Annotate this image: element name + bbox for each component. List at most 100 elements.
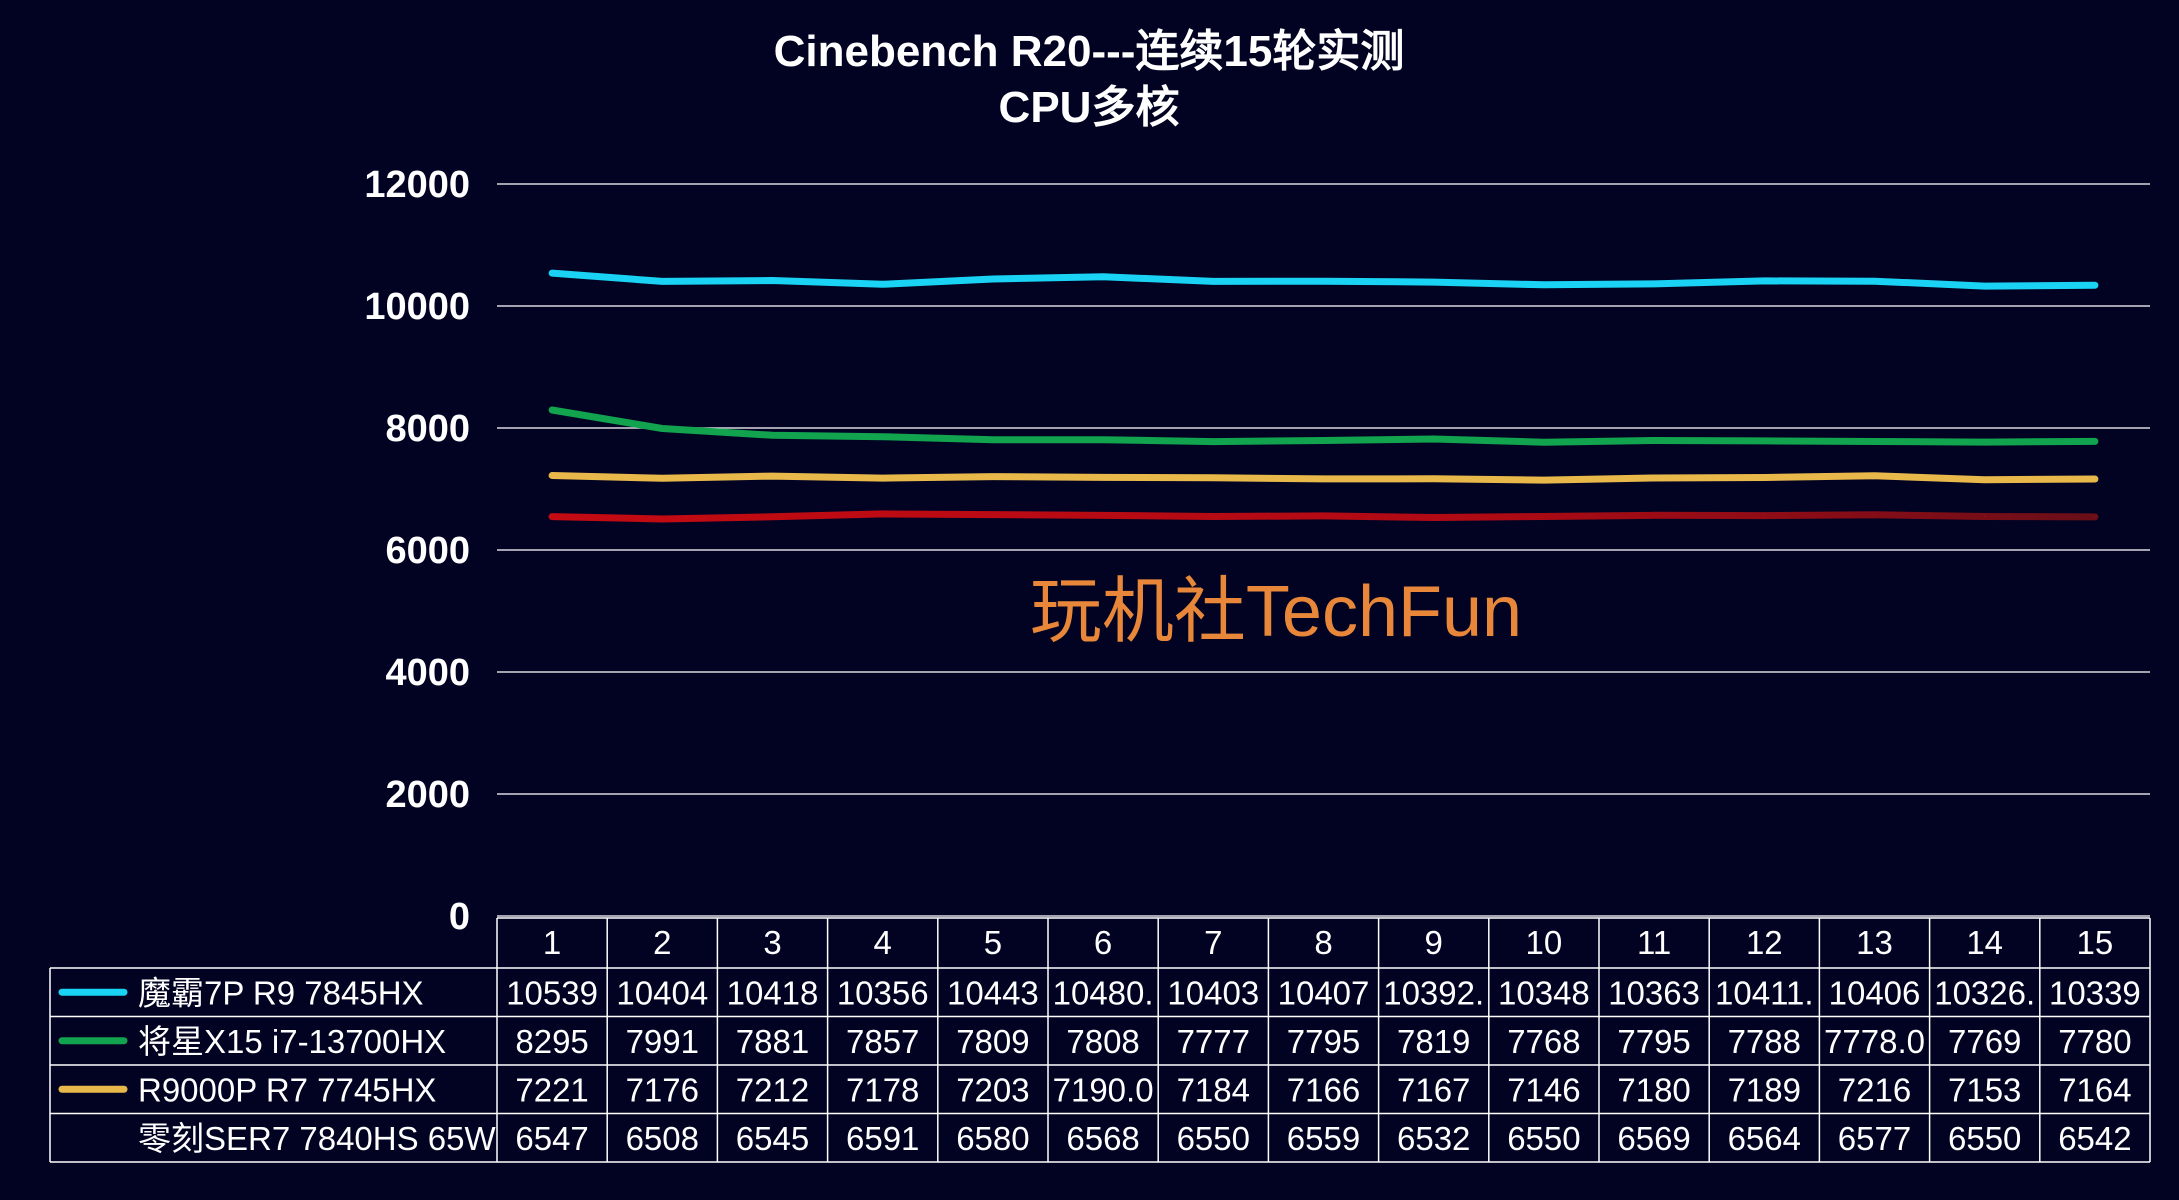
- data-label: 10411.: [1715, 974, 1813, 1011]
- data-point: [1102, 476, 1104, 478]
- series-line: [548, 406, 2099, 446]
- y-tick-label: 12000: [364, 164, 470, 206]
- data-label: 7146: [1507, 1071, 1580, 1108]
- data-label: 7166: [1287, 1071, 1360, 1108]
- x-tick-label: 7: [1204, 924, 1222, 961]
- data-label: 7777: [1177, 1023, 1250, 1060]
- data-point: [992, 514, 994, 516]
- data-label: 7189: [1728, 1071, 1801, 1108]
- data-label: 7178: [846, 1071, 919, 1108]
- data-label: 10356: [837, 974, 929, 1011]
- data-label: 7780: [2058, 1023, 2131, 1060]
- data-point: [1543, 479, 1545, 481]
- y-tick-label: 4000: [385, 652, 470, 694]
- data-label: 10363: [1608, 974, 1700, 1011]
- data-label: 6550: [1948, 1120, 2021, 1157]
- x-tick-label: 5: [984, 924, 1002, 961]
- data-point: [1984, 441, 1986, 443]
- data-point: [1984, 479, 1986, 481]
- x-tick-label: 2: [653, 924, 671, 961]
- data-point: [1433, 478, 1435, 480]
- data-point: [1874, 475, 1875, 477]
- data-point: [772, 475, 773, 477]
- data-point: [1323, 515, 1324, 517]
- data-point: [772, 434, 773, 436]
- x-tick-label: 15: [2077, 924, 2114, 961]
- data-label: 7778.0: [1824, 1023, 1925, 1060]
- y-axis-ticks: 0 2000 4000 6000 8000 10000 12000: [364, 164, 470, 938]
- data-point: [661, 477, 663, 479]
- data-point: [551, 475, 553, 477]
- data-point: [882, 477, 884, 479]
- data-point: [551, 272, 553, 274]
- data-point: [1102, 514, 1104, 516]
- data-point: [1433, 438, 1435, 440]
- data-point: [661, 518, 663, 520]
- data-label: 6568: [1066, 1120, 1139, 1157]
- data-point: [1102, 276, 1104, 278]
- data-label: 7176: [626, 1071, 699, 1108]
- data-point: [992, 439, 994, 441]
- data-label: 7167: [1397, 1071, 1470, 1108]
- data-point: [1433, 281, 1435, 283]
- data-label: 6532: [1397, 1120, 1470, 1157]
- data-label: 7809: [956, 1023, 1029, 1060]
- x-tick-label: 11: [1637, 924, 1671, 961]
- series-line: [548, 472, 2099, 484]
- data-label: 6550: [1177, 1120, 1250, 1157]
- data-label: 7795: [1287, 1023, 1360, 1060]
- data-point: [1212, 477, 1214, 479]
- x-tick-label: 4: [874, 924, 892, 961]
- data-label: 10403: [1167, 974, 1259, 1011]
- data-label: 6508: [626, 1120, 699, 1157]
- data-point: [1323, 280, 1324, 282]
- x-tick-label: 12: [1746, 924, 1783, 961]
- x-tick-label: 13: [1856, 924, 1893, 961]
- data-point: [1212, 515, 1214, 517]
- y-tick-label: 2000: [385, 774, 470, 816]
- data-label: 8295: [515, 1023, 588, 1060]
- data-point: [1984, 515, 1986, 517]
- data-label: 10326.: [1934, 974, 2035, 1011]
- data-label: 10480.: [1053, 974, 1154, 1011]
- data-label: 6547: [515, 1120, 588, 1157]
- series-line: [548, 269, 2099, 290]
- data-label: 10418: [727, 974, 819, 1011]
- data-point: [2094, 478, 2096, 480]
- data-label: 10443: [947, 974, 1039, 1011]
- data-label: 6550: [1507, 1120, 1580, 1157]
- data-point: [1763, 476, 1765, 478]
- data-label: 7153: [1948, 1071, 2021, 1108]
- chart-title: Cinebench R20---连续15轮实测: [774, 27, 1405, 76]
- y-tick-label: 0: [449, 896, 470, 938]
- data-point: [1763, 440, 1765, 442]
- data-label: 10392.: [1383, 974, 1484, 1011]
- data-point: [1323, 478, 1324, 480]
- x-tick-label: 8: [1314, 924, 1332, 961]
- data-label: 7819: [1397, 1023, 1470, 1060]
- x-tick-label: 3: [763, 924, 781, 961]
- data-point: [1984, 285, 1986, 287]
- data-point: [661, 280, 663, 282]
- data-label: 6542: [2058, 1120, 2131, 1157]
- data-point: [1653, 514, 1655, 516]
- x-tick-label: 10: [1526, 924, 1563, 961]
- data-label: 10348: [1498, 974, 1590, 1011]
- data-point: [2094, 516, 2096, 518]
- data-point: [772, 516, 773, 518]
- data-point: [551, 409, 553, 411]
- data-point: [1543, 441, 1545, 443]
- legend-label: R9000P R7 7745HX: [138, 1071, 436, 1108]
- data-label: 10406: [1829, 974, 1921, 1011]
- data-point: [2094, 284, 2096, 286]
- series-line: [548, 510, 2099, 523]
- data-point: [1543, 284, 1545, 286]
- data-point: [1763, 515, 1765, 517]
- data-label: 7184: [1177, 1071, 1250, 1108]
- x-tick-label: 1: [543, 924, 561, 961]
- data-label: 7769: [1948, 1023, 2021, 1060]
- data-point: [1874, 280, 1875, 282]
- y-tick-label: 10000: [364, 286, 470, 328]
- data-point: [1653, 440, 1655, 442]
